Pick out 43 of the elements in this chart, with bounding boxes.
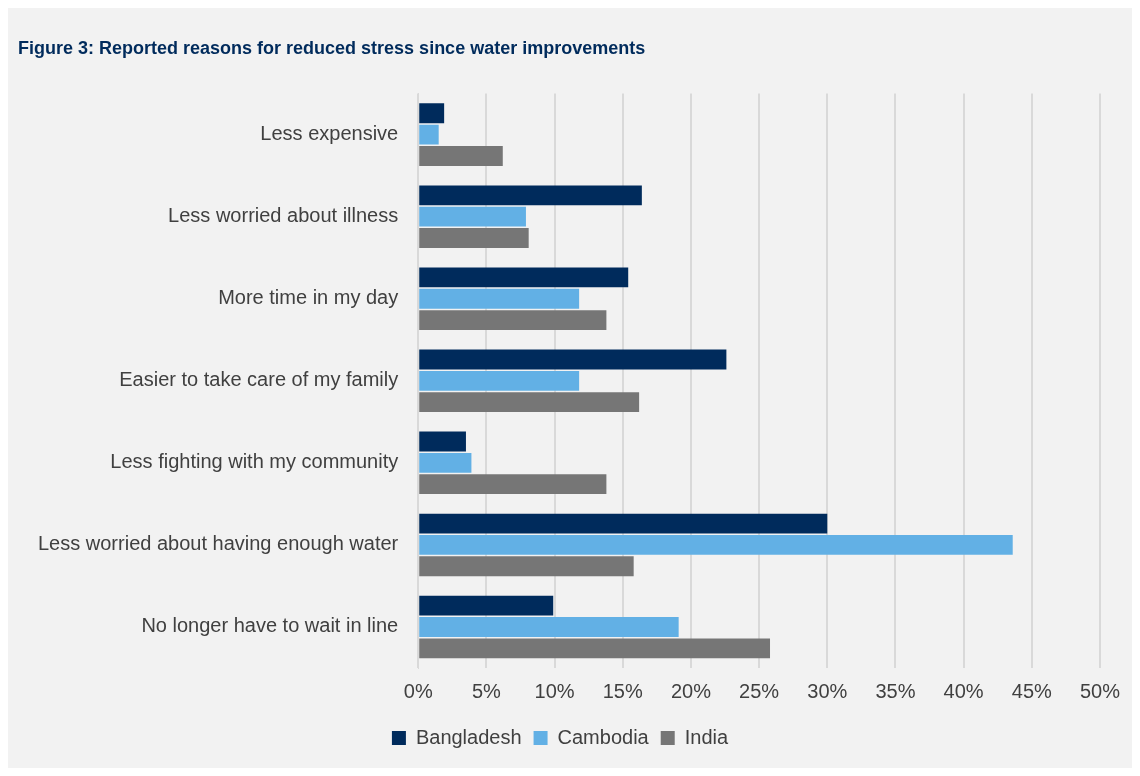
x-tick-label: 45%	[1011, 679, 1053, 702]
bar	[419, 595, 554, 616]
bar	[419, 431, 466, 452]
bar	[419, 185, 642, 206]
x-tick-label: 0%	[403, 679, 433, 702]
y-tick-label: Less worried about having enough water	[38, 532, 399, 555]
bar	[419, 310, 607, 330]
x-tick-label: 10%	[534, 679, 575, 702]
legend-label: Bangladesh	[415, 725, 522, 748]
bar	[419, 228, 529, 248]
bar	[419, 288, 580, 309]
bar	[419, 370, 580, 391]
bar	[419, 392, 640, 413]
bar	[419, 617, 679, 637]
y-tick-label: No longer have to wait in line	[141, 614, 399, 637]
x-tick-label: 25%	[739, 679, 780, 702]
bar	[419, 349, 727, 370]
y-tick-label: Less expensive	[260, 122, 399, 145]
bar	[419, 534, 1013, 555]
bar	[419, 513, 828, 534]
y-tick-label: Less worried about illness	[168, 204, 399, 227]
bar	[419, 452, 472, 473]
bar	[419, 474, 607, 495]
x-tick-label: 40%	[943, 679, 984, 702]
bar	[419, 206, 526, 227]
bar	[419, 146, 503, 166]
legend-label: India	[684, 725, 729, 748]
x-tick-label: 5%	[471, 679, 502, 702]
bar	[419, 267, 629, 288]
bar	[419, 103, 445, 124]
x-tick-label: 20%	[670, 679, 712, 702]
legend-label: Cambodia	[557, 725, 650, 748]
bar	[419, 124, 439, 145]
x-tick-label: 35%	[875, 679, 916, 702]
bar	[419, 556, 634, 577]
y-tick-label: Less fighting with my community	[110, 450, 399, 473]
y-tick-label: More time in my day	[218, 286, 399, 309]
x-tick-label: 50%	[1079, 679, 1121, 702]
y-tick-label: Easier to take care of my family	[119, 368, 399, 391]
bar	[419, 638, 771, 659]
x-tick-label: 15%	[602, 679, 643, 702]
x-tick-label: 30%	[807, 679, 848, 702]
chart-title: Figure 3: Reported reasons for reduced stress since water improvements	[18, 37, 646, 58]
